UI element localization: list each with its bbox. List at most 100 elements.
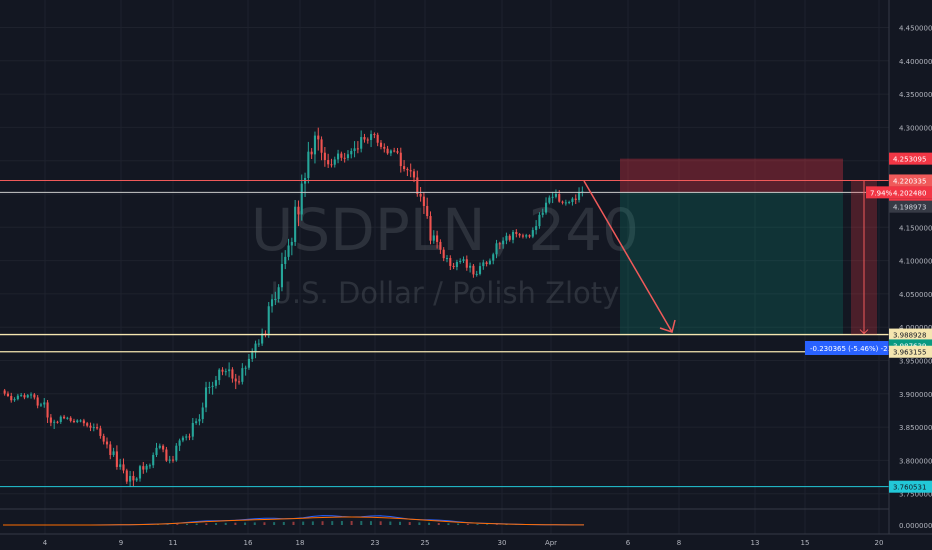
candle-body [564, 202, 567, 204]
candle-body [538, 214, 541, 227]
drawings[interactable]: -0.230365 (-5.46%) -23 [583, 180, 892, 355]
candle-body [261, 333, 264, 344]
candle-body [46, 402, 49, 418]
candle [379, 140, 383, 150]
candle-body [224, 371, 227, 373]
candle [92, 423, 95, 432]
candle-body [399, 152, 402, 167]
stop-price-badge-text: 4.253095 [893, 156, 926, 164]
candle-body [346, 154, 350, 159]
candle [165, 446, 168, 462]
candle [373, 132, 376, 139]
candle [508, 234, 511, 242]
candle-body [366, 139, 369, 141]
stop-loss-zone[interactable] [620, 158, 843, 193]
time-tick-label: 11 [169, 539, 178, 547]
candle [204, 381, 208, 413]
candle [63, 414, 66, 420]
watermark-description: U.S. Dollar / Polish Zloty [271, 276, 620, 310]
candle-body [178, 440, 181, 446]
candle-body [241, 368, 244, 382]
trend-arrow[interactable] [583, 180, 673, 333]
candle [6, 391, 10, 398]
time-tick-label: 25 [421, 539, 430, 547]
candle-body [462, 259, 465, 261]
candle [462, 256, 465, 263]
candle [465, 255, 468, 271]
candle [201, 402, 204, 424]
candle [541, 208, 544, 218]
candle-body [132, 475, 135, 481]
candle [152, 452, 155, 469]
candle-body [26, 395, 29, 398]
candle [86, 421, 89, 428]
candle-body [165, 449, 168, 461]
candle [244, 365, 247, 376]
candle-body [515, 232, 518, 234]
candle-body [531, 230, 534, 237]
candle-body [102, 435, 105, 442]
candle [455, 259, 458, 271]
candle-body [439, 241, 442, 250]
candle-body [455, 262, 458, 268]
candle [327, 153, 330, 168]
low-price-badge: 3.760531 [889, 480, 932, 493]
candle [280, 252, 284, 292]
price-badges: 4.2530954.2203354.2024807.94%01:39:374.1… [866, 152, 932, 493]
candle [333, 156, 336, 168]
candle [132, 471, 135, 487]
current-price-badge: 4.202480 [889, 186, 932, 199]
measure-label: -0.230365 (-5.46%) -23 [805, 341, 892, 355]
candle-body [535, 226, 538, 231]
candle [119, 458, 122, 470]
candle [317, 127, 320, 151]
candle [475, 270, 478, 277]
candle-body [72, 420, 76, 423]
time-axis[interactable]: 4 9 11 16 18 23 25 30 Apr 6 8 13 15 20 [0, 533, 932, 547]
candle [360, 130, 363, 153]
candle-body [69, 417, 72, 421]
candle [178, 438, 181, 452]
candle-body [525, 235, 528, 237]
candle-body [162, 445, 165, 450]
candle [99, 425, 102, 439]
time-tick-label: 15 [801, 539, 810, 547]
current-price-badge-text: 4.202480 [893, 189, 926, 197]
horizontal-lines[interactable] [0, 179, 889, 488]
candle-body [370, 134, 373, 140]
candle [30, 392, 33, 399]
candle [234, 373, 237, 390]
candle-body [383, 146, 386, 149]
candle-body [568, 201, 571, 203]
candle-body [99, 428, 102, 436]
target-price-badge-text: 3.988928 [893, 332, 926, 340]
candle-body [115, 451, 118, 467]
candle-body [185, 436, 188, 438]
candle [442, 247, 445, 262]
candle-body [234, 378, 237, 382]
time-tick-label: 16 [244, 539, 253, 547]
candle-body [337, 153, 340, 160]
candle [185, 434, 188, 441]
candle-body [56, 421, 59, 423]
candle-body [521, 235, 524, 237]
candle [320, 136, 323, 161]
candle [488, 258, 491, 266]
candle-body [294, 206, 297, 242]
candle [3, 388, 6, 396]
candle [340, 151, 343, 161]
candle [528, 234, 531, 239]
candle [307, 141, 310, 184]
resistance-price-badge: 4.220335 [889, 174, 932, 187]
candle [492, 252, 495, 265]
candle [363, 133, 366, 143]
position-zones[interactable] [620, 158, 843, 336]
candle [551, 191, 554, 204]
take-profit-zone[interactable] [620, 192, 843, 336]
candle-body [412, 171, 416, 178]
candle-body [544, 202, 548, 213]
candle [208, 381, 211, 394]
resistance-price-badge-text: 4.220335 [893, 177, 926, 185]
candle-body [86, 423, 89, 426]
